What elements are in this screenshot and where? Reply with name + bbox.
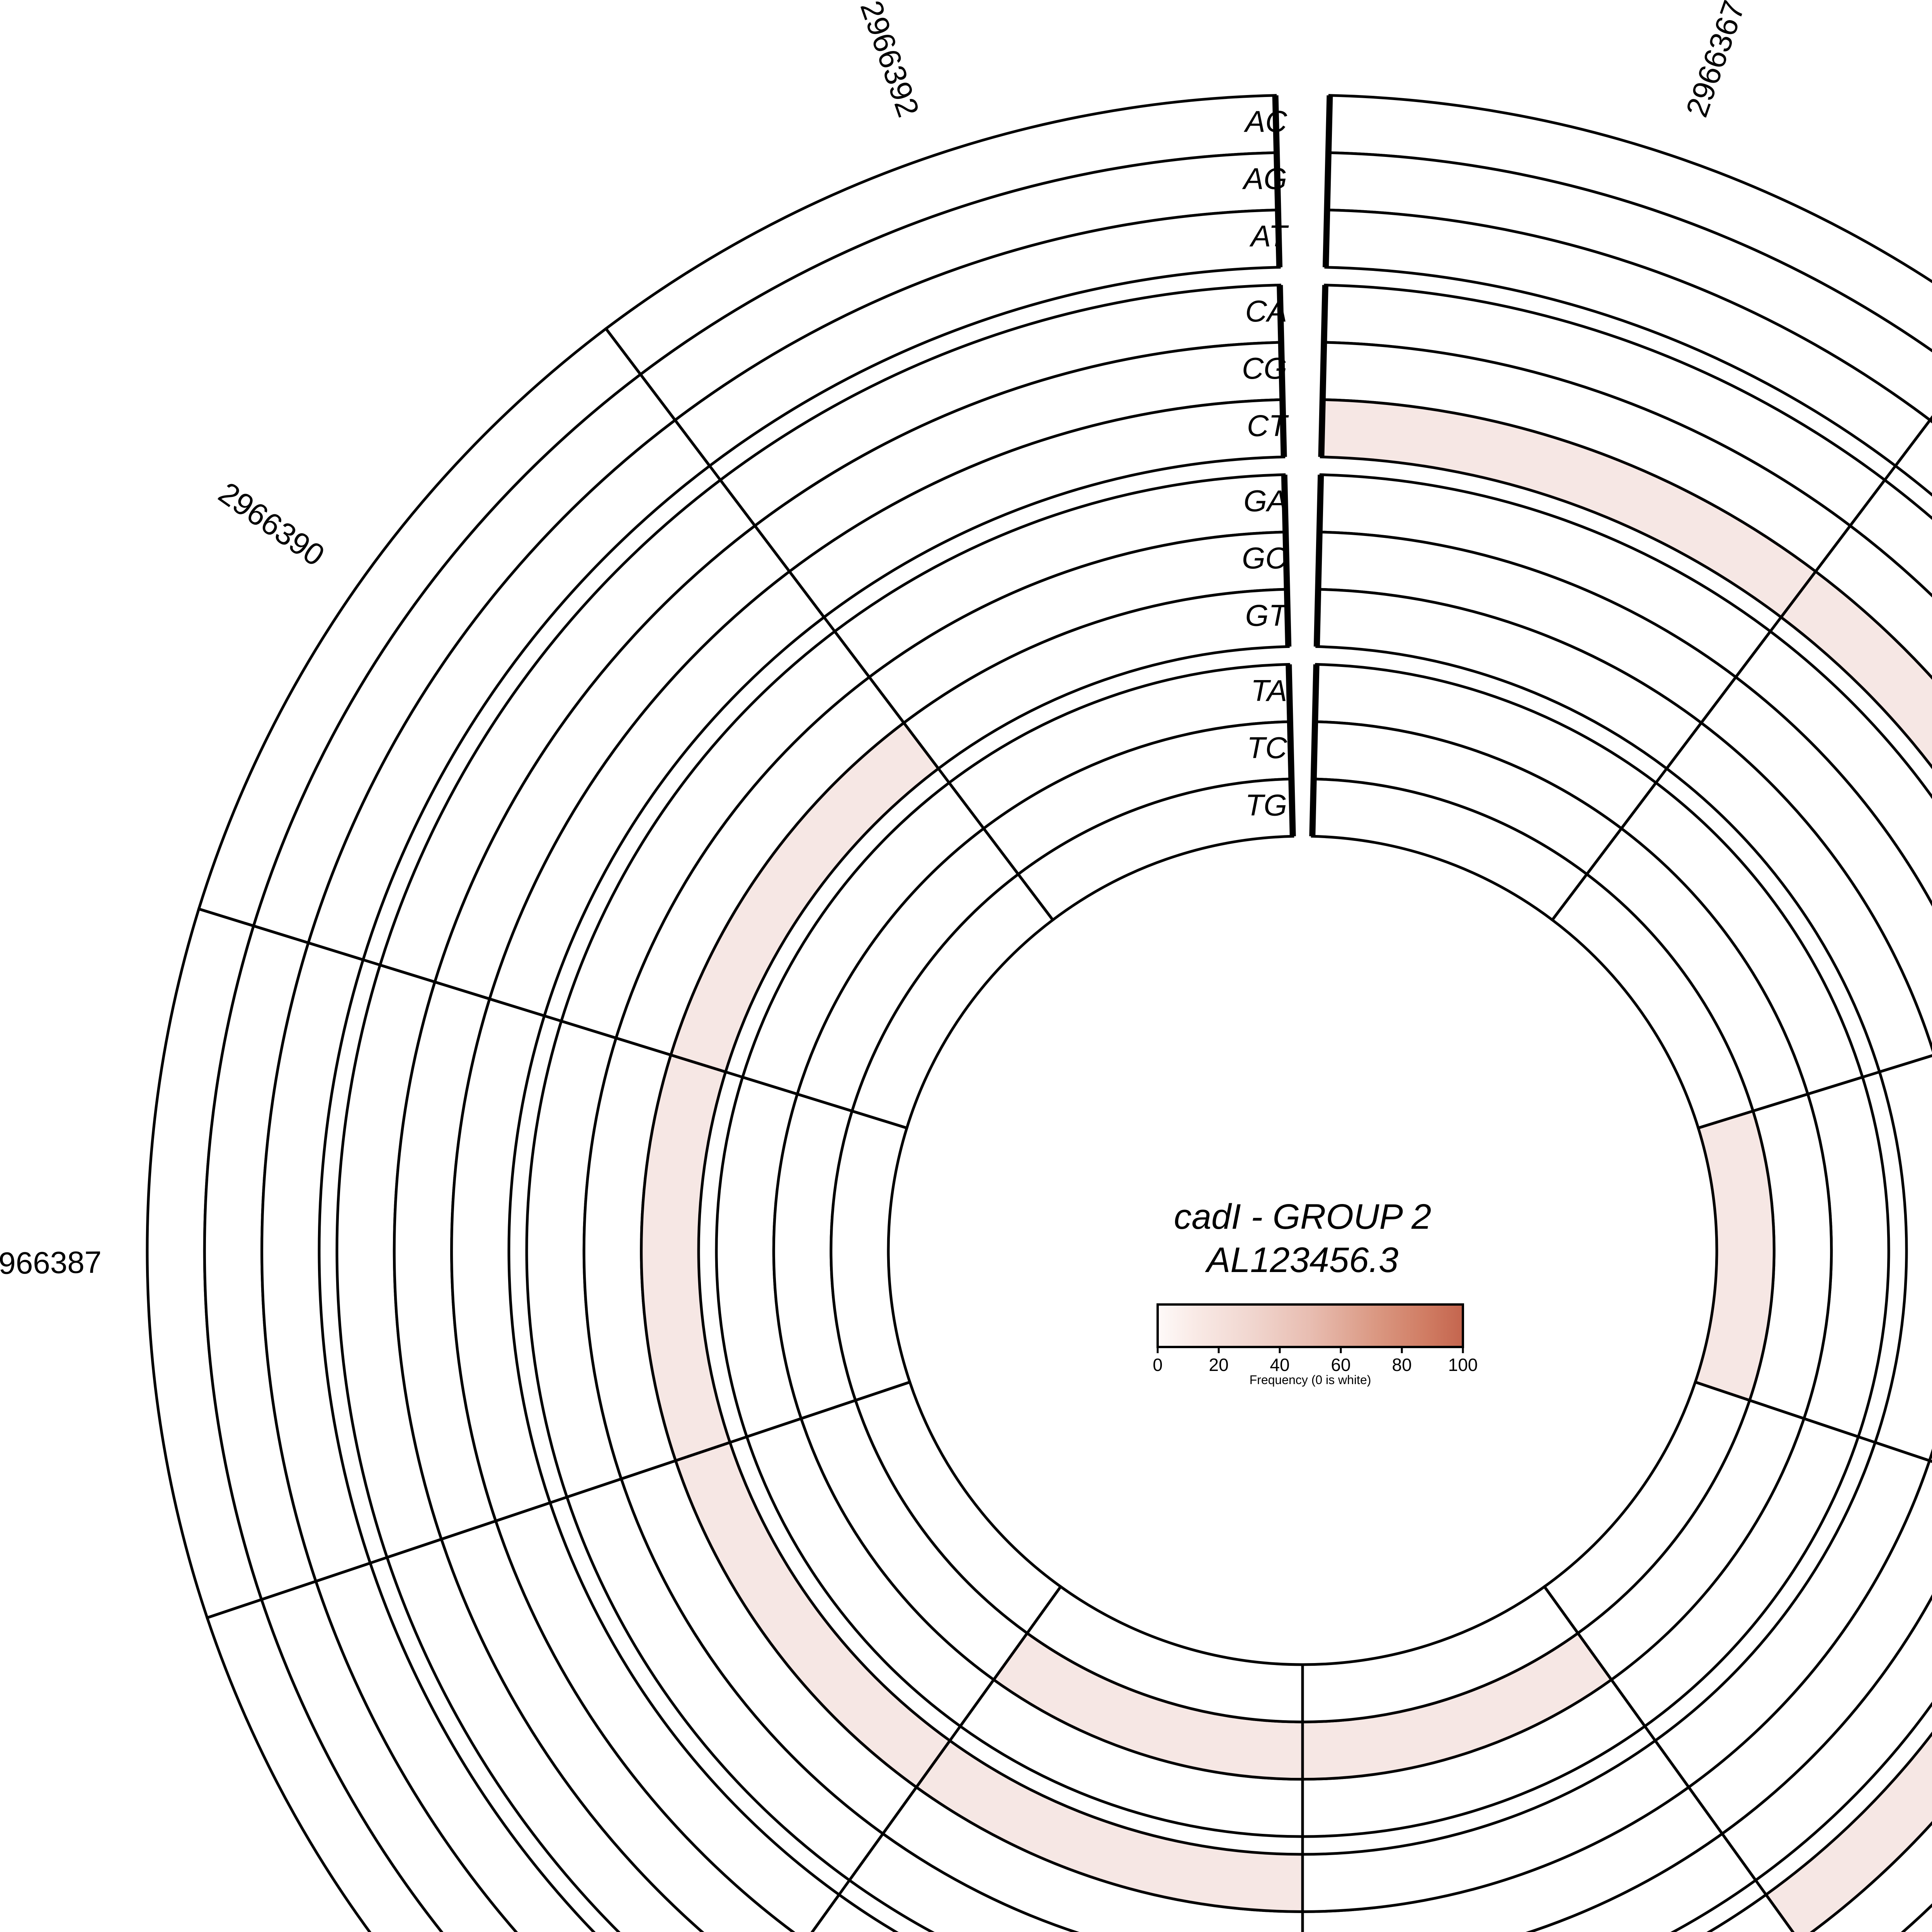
heatmap-cell xyxy=(1848,478,1932,598)
ring-group-caps-layer xyxy=(1272,95,1333,837)
row-label-cg: CG xyxy=(1242,351,1287,385)
colorbar: 0 20 40 60 80 100 Frequency (0 is white) xyxy=(1153,1303,1478,1387)
colorbar-ticks: 0 20 40 60 80 100 xyxy=(1153,1347,1478,1375)
position-label: 2966367 xyxy=(1679,0,1752,121)
colorbar-tick-label: 80 xyxy=(1392,1355,1412,1375)
heatmap-cell xyxy=(1810,1821,1932,1932)
heatmap-cell xyxy=(1764,1731,1932,1932)
position-label: 2966387 xyxy=(0,1245,102,1281)
colorbar-tick-label: 0 xyxy=(1153,1355,1163,1375)
row-label-ga: GA xyxy=(1243,484,1287,518)
row-group-cap xyxy=(1322,95,1333,267)
row-label-tg: TG xyxy=(1245,788,1287,822)
sector-divider xyxy=(605,328,1054,921)
row-group-cap xyxy=(1309,664,1320,837)
chart-title-line2: AL123456.3 xyxy=(1205,1240,1398,1280)
row-group-cap xyxy=(1272,95,1283,267)
heatmap-cell xyxy=(1813,524,1932,680)
sector-separators-layer xyxy=(198,328,1932,1932)
sector-divider xyxy=(1543,1586,1795,1932)
row-group-cap xyxy=(1286,664,1296,837)
heatmap-cell xyxy=(1893,418,1932,497)
ring-cells-layer xyxy=(146,94,1932,1932)
row-label-ta: TA xyxy=(1251,673,1287,707)
colorbar-gradient xyxy=(1156,1303,1464,1348)
heatmap-cell xyxy=(1901,1903,1932,1932)
heatmap-cell xyxy=(830,1109,912,1402)
row-group-cap xyxy=(1313,474,1324,647)
row-label-at: AT xyxy=(1249,219,1289,253)
row-label-gc: GC xyxy=(1242,541,1287,575)
sector-divider xyxy=(810,1586,1062,1932)
colorbar-tick-label: 100 xyxy=(1448,1355,1478,1375)
sector-divider xyxy=(207,1381,910,1619)
row-group-cap xyxy=(1318,285,1328,457)
colorbar-tick-label: 20 xyxy=(1209,1355,1228,1375)
heatmap-cell xyxy=(1779,570,1932,769)
row-labels-layer: AC AG AT CA CG CT GA GC GT TA TC TG xyxy=(1242,104,1289,822)
row-label-tc: TC xyxy=(1247,731,1287,765)
row-group-cap xyxy=(1277,285,1287,457)
sector-divider xyxy=(1698,1054,1932,1129)
heatmap-cell xyxy=(1693,1109,1776,1402)
chart-title-line1: cadI - GROUP 2 xyxy=(1174,1197,1431,1236)
sector-divider xyxy=(1695,1381,1932,1463)
colorbar-tick-label: 60 xyxy=(1331,1355,1350,1375)
colorbar-caption: Frequency (0 is white) xyxy=(1250,1373,1371,1387)
center-annotation: cadI - GROUP 2 AL123456.3 xyxy=(1174,1197,1431,1280)
row-label-ag: AG xyxy=(1242,162,1287,196)
position-label: 2966390 xyxy=(213,475,331,573)
sector-divider xyxy=(1551,415,1932,921)
sector-divider xyxy=(198,907,907,1129)
row-label-ca: CA xyxy=(1245,294,1287,328)
colorbar-tick-label: 40 xyxy=(1270,1355,1289,1375)
row-group-cap xyxy=(1281,474,1292,647)
position-label: 2966392 xyxy=(854,0,926,121)
row-label-ac: AC xyxy=(1244,104,1287,138)
row-label-gt: GT xyxy=(1245,598,1289,632)
row-label-ct: CT xyxy=(1247,408,1289,442)
